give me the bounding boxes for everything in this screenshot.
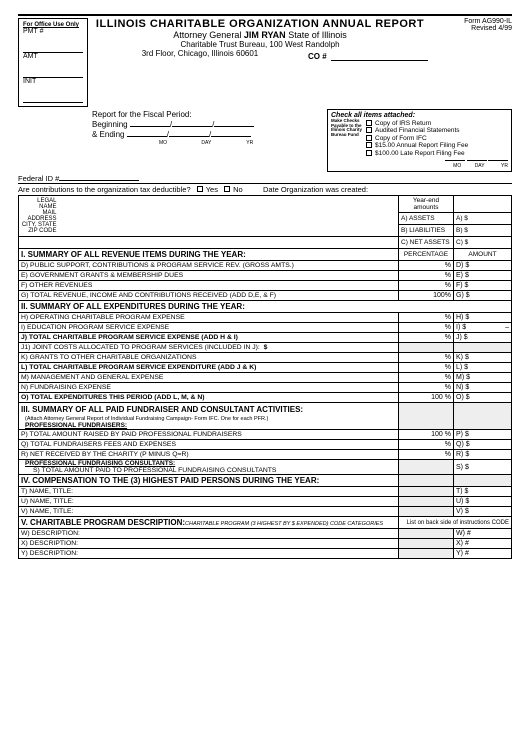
end-yr[interactable] xyxy=(211,136,251,137)
period-label: Report for the Fiscal Period: xyxy=(92,110,327,119)
addr-line: 3rd Floor, Chicago, Illinois 60601 xyxy=(92,49,308,61)
main-form-table: LEGAL NAME MAIL ADDRESS CITY, STATE ZIP … xyxy=(18,195,512,559)
begin-day[interactable] xyxy=(172,126,212,127)
pmt-field[interactable] xyxy=(23,37,83,53)
bureau-line: Charitable Trust Bureau, 100 West Randol… xyxy=(92,40,428,49)
checkbox-yes[interactable] xyxy=(197,186,203,192)
checkbox-fee15[interactable] xyxy=(366,142,372,148)
section-1-title: I. SUMMARY OF ALL REVENUE ITEMS DURING T… xyxy=(19,249,399,261)
contrib-q: Are contributions to the organization ta… xyxy=(18,185,191,194)
pmt-label: PMT # xyxy=(23,28,83,35)
co-label: CO # xyxy=(308,52,327,61)
checkbox-ifc[interactable] xyxy=(366,135,372,141)
org-address-field[interactable] xyxy=(59,196,399,237)
fed-id-field[interactable] xyxy=(59,180,139,181)
form-id-box: Form AG990-IL Revised 4/99 xyxy=(432,18,512,107)
make-checks-note: Make Checks Payable to the Illinois Char… xyxy=(331,119,366,157)
checkbox-no[interactable] xyxy=(224,186,230,192)
amt-label: AMT xyxy=(23,53,83,60)
section-5-title: V. CHARITABLE PROGRAM DESCRIPTION:CHARIT… xyxy=(19,517,399,529)
end-day[interactable] xyxy=(169,136,209,137)
co-field[interactable] xyxy=(331,51,428,61)
begin-mo[interactable] xyxy=(130,126,170,127)
fed-id-label: Federal ID # xyxy=(18,174,59,183)
amt-field[interactable] xyxy=(23,62,83,78)
init-label: INIT xyxy=(23,78,83,85)
section-4-title: IV. COMPENSATION TO THE (3) HIGHEST PAID… xyxy=(19,475,399,487)
attachments-box: Check all items attached: Make Checks Pa… xyxy=(327,109,512,172)
end-label: & Ending xyxy=(92,130,124,139)
begin-label: Beginning xyxy=(92,120,128,129)
init-field[interactable] xyxy=(23,87,83,103)
checkbox-fee100[interactable] xyxy=(366,150,372,156)
checkbox-audit[interactable] xyxy=(366,127,372,133)
title-block: ILLINOIS CHARITABLE ORGANIZATION ANNUAL … xyxy=(88,18,432,107)
begin-yr[interactable] xyxy=(214,126,254,127)
checkbox-irs[interactable] xyxy=(366,120,372,126)
form-title: ILLINOIS CHARITABLE ORGANIZATION ANNUAL … xyxy=(92,18,428,30)
ag-line: Attorney General JIM RYAN State of Illin… xyxy=(92,30,428,40)
end-mo[interactable] xyxy=(127,136,167,137)
date-org-label: Date Organization was created: xyxy=(263,185,368,194)
form-id: Form AG990-IL xyxy=(432,18,512,25)
section-2-title: II. SUMMARY OF ALL EXPENDITURES DURING T… xyxy=(19,301,512,313)
form-revised: Revised 4/99 xyxy=(432,25,512,32)
office-use-box: For Office Use Only PMT # AMT INIT xyxy=(18,18,88,107)
section-3-title: III. SUMMARY OF ALL PAID FUNDRAISER AND … xyxy=(19,403,398,416)
yearend-header: Year-end amounts xyxy=(399,196,454,213)
